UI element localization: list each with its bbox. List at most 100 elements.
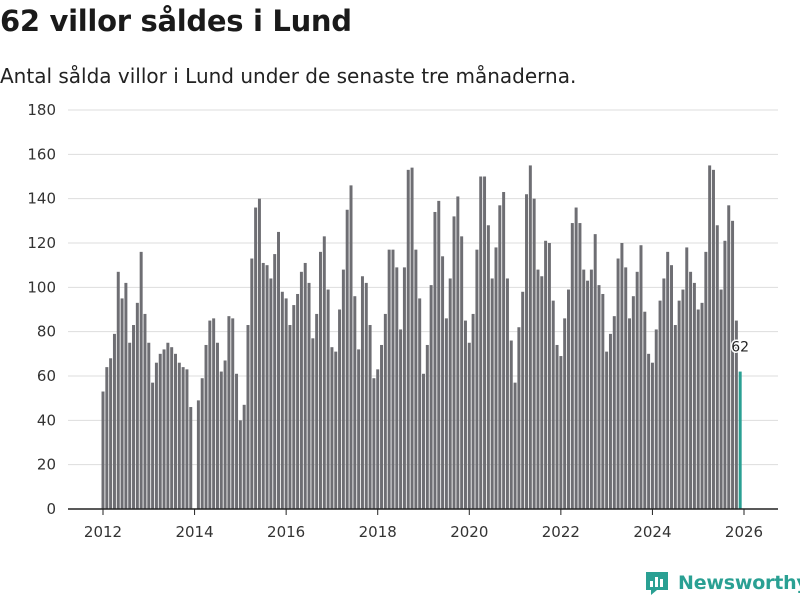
bar [715,225,719,509]
bar [284,298,288,509]
bar [422,373,425,509]
bar [242,404,246,509]
bar [315,313,319,509]
x-tick-label: 2014 [175,523,213,541]
bar [578,223,582,510]
bar [704,251,708,509]
bar [692,282,696,509]
bar [670,265,673,509]
bar [574,207,578,509]
bar [330,347,334,509]
bar [112,333,116,509]
bar [628,318,632,509]
bar [124,282,128,509]
bar [318,251,322,509]
bar [551,300,555,509]
chart-title: 62 villor såldes i Lund [0,4,352,38]
bar [170,347,174,509]
bar [120,298,124,509]
bar [227,316,231,509]
bar [143,313,147,509]
y-tick-label: 120 [27,234,56,252]
bar [372,378,376,509]
bar [154,362,158,509]
bar [570,223,574,510]
bar [536,269,540,509]
bar [402,267,406,509]
bar [387,249,391,509]
bar [410,167,414,509]
bar [460,236,464,509]
bar [433,211,437,509]
bar [711,169,715,509]
bar [151,382,155,509]
bar [200,378,204,509]
bar [338,309,342,509]
bar [212,318,216,509]
bar [494,247,498,509]
bar [357,349,361,509]
bar [273,254,277,509]
bar [441,256,445,509]
bar [128,342,132,509]
bar [689,271,693,509]
bar [582,269,586,509]
bar [589,269,593,509]
x-tick-label: 2018 [359,523,397,541]
bar [643,311,647,509]
bar [219,371,223,509]
y-tick-label: 180 [27,101,56,119]
bar [235,373,239,509]
bar [265,265,269,509]
x-tick-label: 2022 [542,523,580,541]
bar [719,289,723,509]
bar [700,302,704,509]
bar [349,185,353,509]
bar [246,325,250,509]
bar [635,271,639,509]
bar [196,400,200,509]
bar [215,342,219,509]
bar [364,282,368,509]
bar [685,247,689,509]
bar [288,325,292,509]
bar [513,382,517,509]
brand-name: Newsworthy [678,572,800,594]
bar [612,316,616,509]
bar-highlight [738,371,742,509]
bar [345,209,349,509]
bar [631,296,635,509]
bar [452,216,456,509]
bar [429,285,433,509]
bar [147,342,151,509]
bar [296,293,300,509]
bar [399,329,403,509]
bar [509,340,513,509]
bar [734,320,738,509]
bar [414,249,418,509]
bar [540,276,544,509]
bar [727,205,731,509]
bar [647,353,651,509]
bar [666,251,670,509]
bar [708,165,712,510]
bar [586,280,590,509]
bar [391,249,395,509]
bar [650,362,654,509]
bar [231,318,235,509]
bar [303,262,307,509]
bar [544,240,548,509]
y-tick-label: 40 [37,411,56,429]
bar [223,360,227,509]
bar [731,220,735,509]
bar [189,407,193,509]
bar [475,249,479,509]
bar [418,298,422,509]
bar [444,318,448,509]
bar [360,276,364,509]
x-tick-label: 2024 [633,523,671,541]
bar [380,344,384,509]
bar [517,327,521,509]
bar [505,278,509,509]
